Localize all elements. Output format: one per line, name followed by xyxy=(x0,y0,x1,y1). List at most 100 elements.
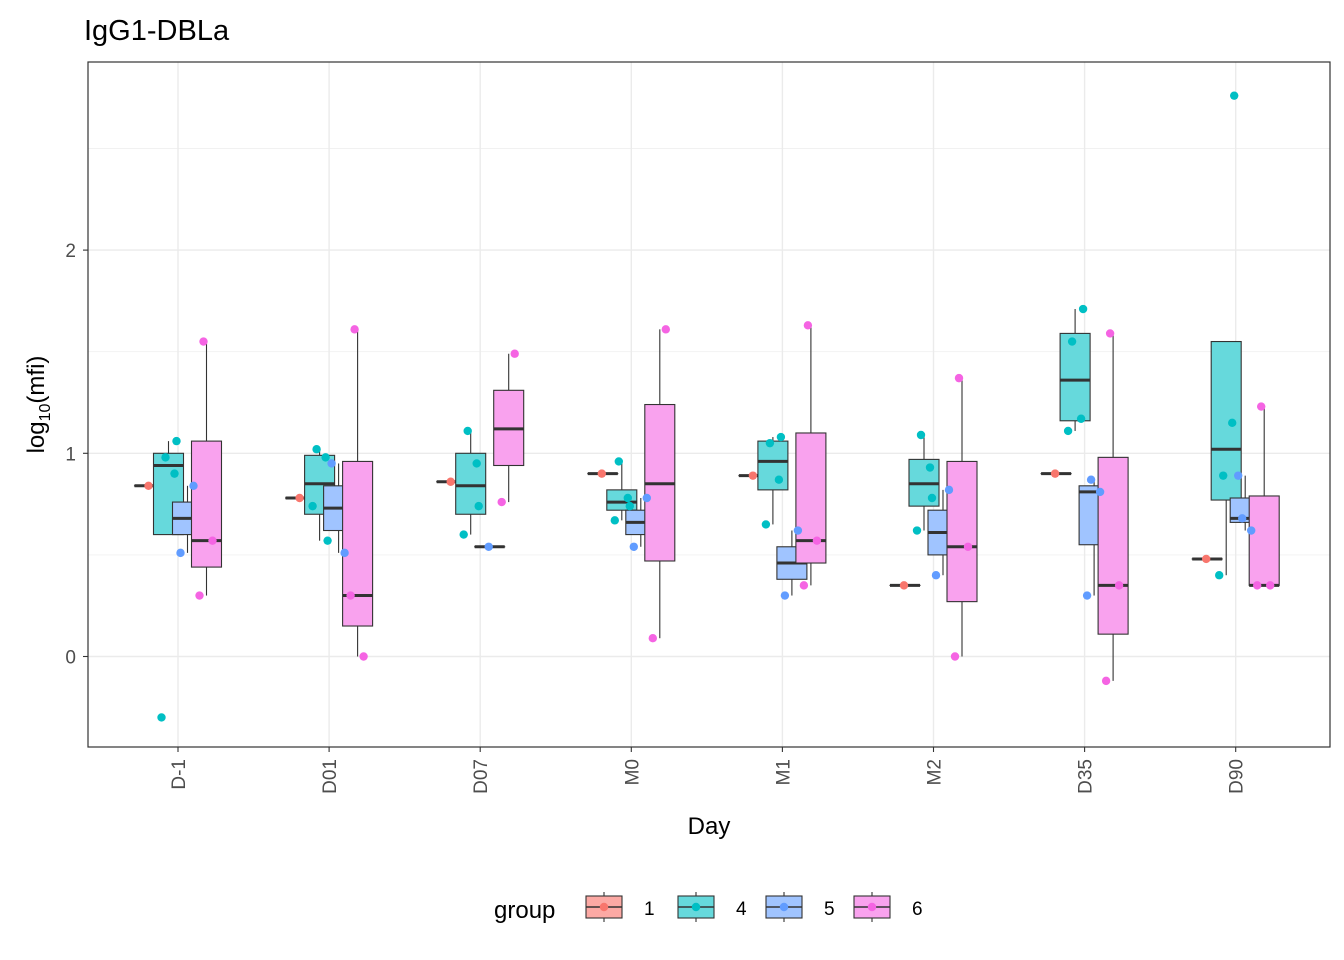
data-point xyxy=(625,501,634,511)
data-point xyxy=(912,526,922,535)
legend-key-group-4: 4 xyxy=(677,892,747,922)
y-tick-label: 2 xyxy=(65,241,76,262)
data-point xyxy=(780,591,790,600)
x-tick-label: D01 xyxy=(320,759,341,794)
data-point xyxy=(161,453,170,462)
data-point xyxy=(793,526,803,535)
box-M0-group-6 xyxy=(644,329,676,639)
x-tick-label: D35 xyxy=(1076,759,1097,794)
data-point xyxy=(157,713,166,722)
data-point xyxy=(446,477,455,486)
data-point xyxy=(1063,426,1073,436)
data-point xyxy=(474,501,483,511)
legend-key-group-1: 1 xyxy=(585,892,655,922)
legend-key-group-5: 5 xyxy=(765,892,835,922)
y-tick-label: 0 xyxy=(65,648,76,669)
x-tick-label: M1 xyxy=(773,759,794,785)
data-point xyxy=(610,516,619,525)
data-point xyxy=(308,501,317,511)
x-tick-label: M2 xyxy=(925,759,946,785)
y-axis-label-base: log xyxy=(23,421,50,453)
y-axis-label-rest: (mfi) xyxy=(23,356,50,404)
data-point xyxy=(340,548,349,558)
x-tick-label: M0 xyxy=(622,759,643,785)
data-point xyxy=(761,520,771,529)
x-tick-label: D-1 xyxy=(169,759,190,790)
box-body xyxy=(190,440,223,568)
data-point xyxy=(199,337,208,346)
data-point xyxy=(1082,591,1092,600)
data-point xyxy=(776,432,786,442)
data-point xyxy=(812,536,822,545)
data-point xyxy=(1253,581,1262,590)
data-point xyxy=(346,591,355,600)
data-point xyxy=(1050,469,1060,478)
y-axis-label: log10(mfi) xyxy=(23,356,54,454)
data-point xyxy=(614,457,623,466)
data-point xyxy=(327,459,336,468)
data-point xyxy=(459,530,468,539)
legend-label: 5 xyxy=(824,899,835,920)
data-point xyxy=(927,493,937,503)
data-point xyxy=(295,493,304,503)
plot-border xyxy=(87,61,1331,748)
data-point xyxy=(1215,571,1224,580)
data-point xyxy=(1202,554,1211,564)
plot-panel xyxy=(88,62,1330,747)
box-body xyxy=(1059,332,1091,422)
box-body xyxy=(1248,495,1280,586)
y-axis-label-sub: 10 xyxy=(37,403,54,421)
data-point xyxy=(1086,475,1096,484)
box-body xyxy=(946,460,978,603)
data-point xyxy=(1076,414,1086,423)
data-point xyxy=(597,469,606,478)
data-point xyxy=(1114,581,1124,590)
data-point xyxy=(312,445,321,454)
data-point xyxy=(1234,471,1243,480)
data-point xyxy=(510,349,519,358)
data-point xyxy=(1078,304,1088,314)
data-point xyxy=(748,471,758,480)
legend-key-point xyxy=(867,902,877,912)
data-point xyxy=(472,459,481,468)
chart-title: IgG1-DBLa xyxy=(84,15,230,47)
box-D07-group-6 xyxy=(493,353,525,503)
legend-key-point xyxy=(779,902,789,912)
box-body xyxy=(757,440,789,491)
data-point xyxy=(1101,676,1111,686)
data-point xyxy=(176,548,185,558)
box-D01-group-6 xyxy=(342,329,374,657)
data-point xyxy=(1266,581,1275,590)
data-point xyxy=(944,485,954,495)
data-point xyxy=(195,591,204,600)
data-point xyxy=(954,373,964,383)
data-point xyxy=(623,493,632,503)
box-body xyxy=(1097,456,1129,635)
box-D-1-group-6 xyxy=(190,341,223,596)
data-point xyxy=(1230,91,1239,100)
data-point xyxy=(1219,471,1228,480)
data-point xyxy=(1247,526,1256,535)
data-point xyxy=(359,652,368,661)
data-point xyxy=(350,325,359,334)
data-point xyxy=(170,469,179,478)
data-point xyxy=(1067,337,1077,346)
data-point xyxy=(172,436,181,446)
data-point xyxy=(931,571,941,580)
data-point xyxy=(323,536,332,545)
data-point xyxy=(1228,418,1237,428)
data-point xyxy=(1095,487,1105,497)
box-body xyxy=(342,460,374,627)
box-D35-group-4 xyxy=(1059,309,1091,431)
data-point xyxy=(484,542,493,551)
data-point xyxy=(642,493,651,503)
y-tick-label: 1 xyxy=(65,444,76,465)
data-point xyxy=(950,652,960,661)
x-tick-label: D07 xyxy=(471,759,492,794)
data-point xyxy=(648,634,657,643)
x-axis-label: Day xyxy=(688,813,731,840)
data-point xyxy=(1238,514,1247,523)
data-point xyxy=(899,581,909,590)
legend-label: 1 xyxy=(644,899,655,920)
